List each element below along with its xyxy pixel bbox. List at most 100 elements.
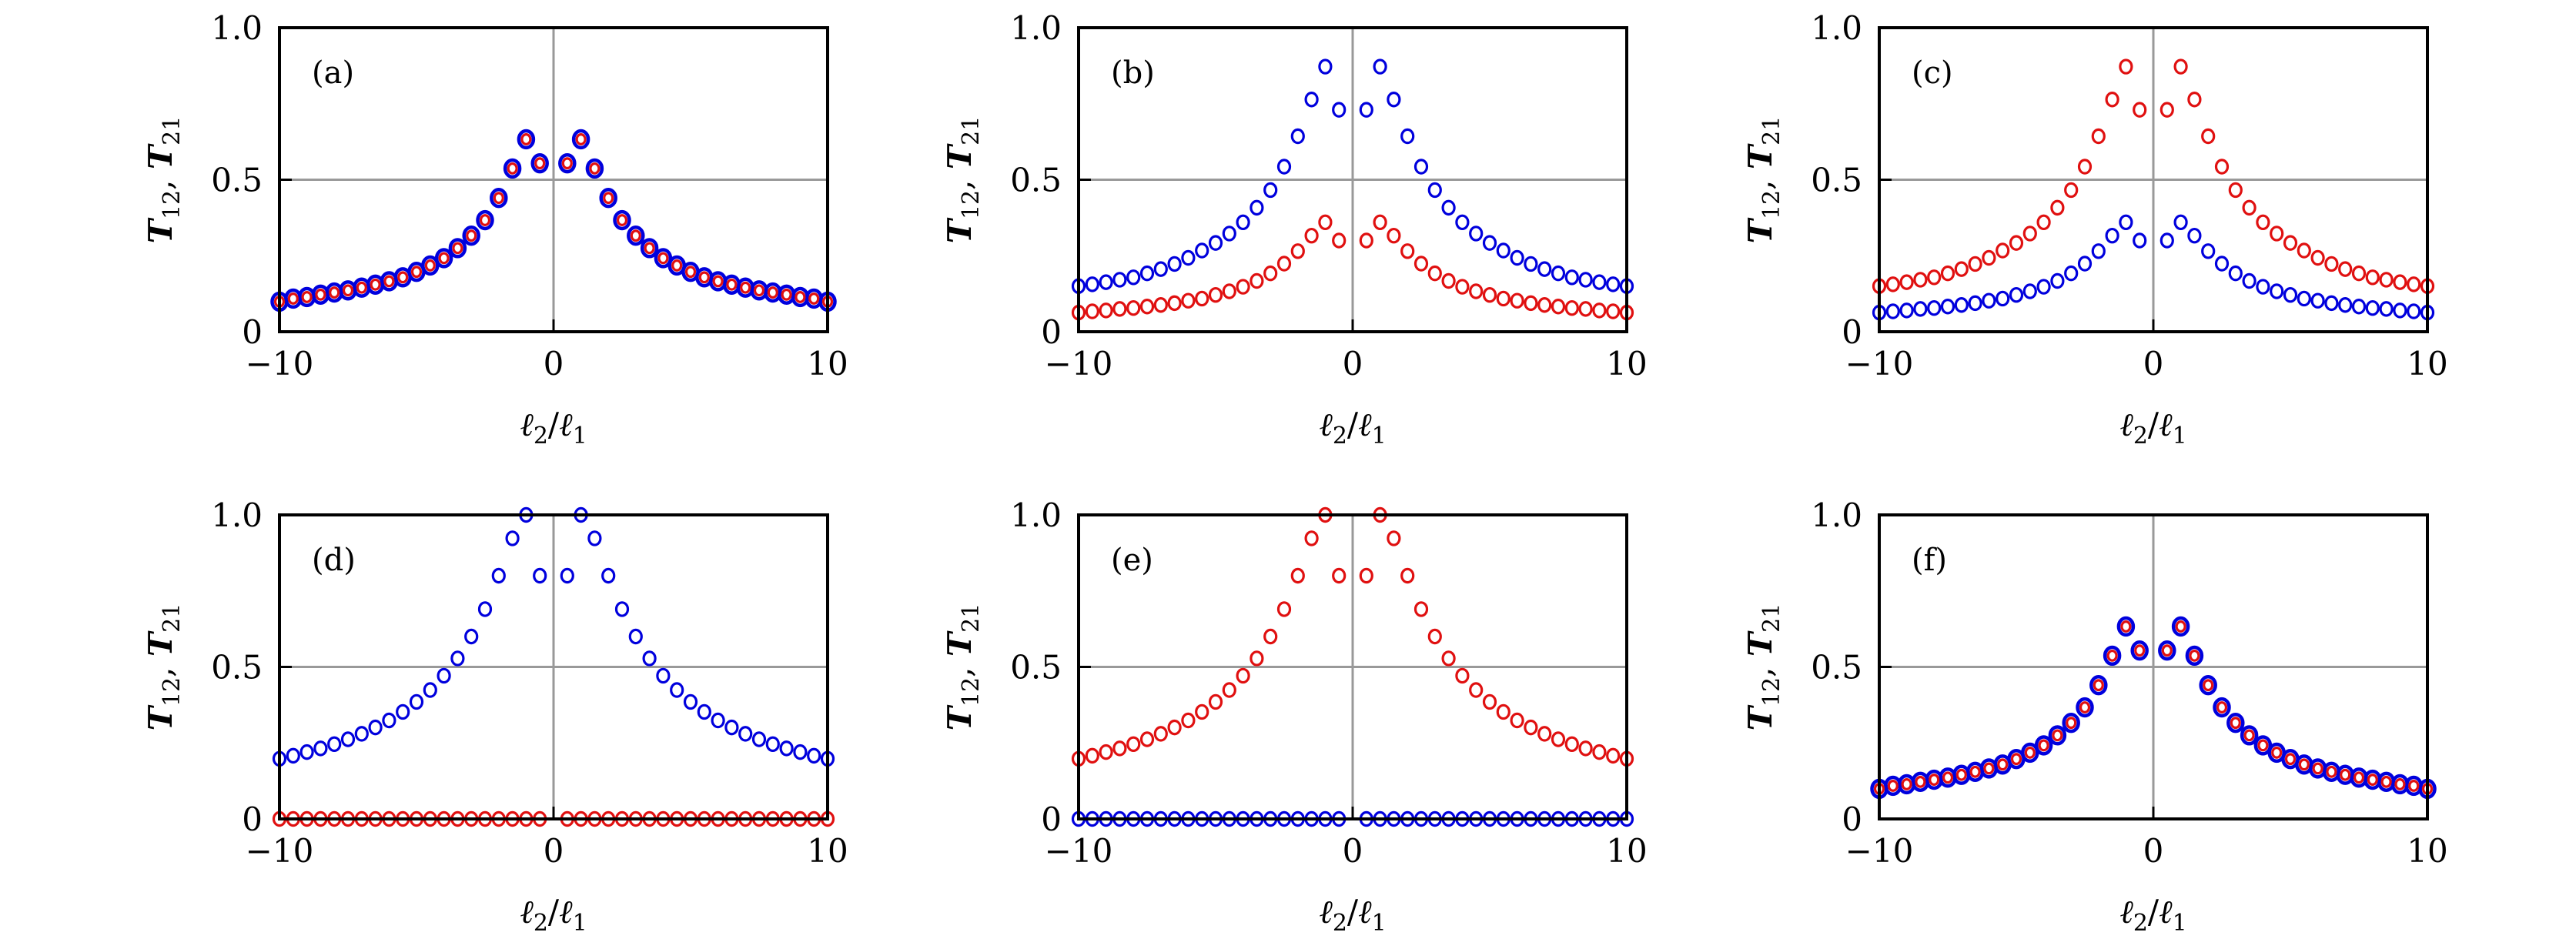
data-point [1482, 235, 1497, 251]
data-point [1112, 272, 1127, 288]
x-tick-label: 0 [544, 345, 564, 383]
data-point [1940, 265, 1955, 282]
data-point [1276, 601, 1292, 617]
data-point [2310, 249, 2325, 266]
data-point [2161, 644, 2173, 657]
data-point [2284, 753, 2297, 766]
data-point [2213, 697, 2231, 718]
y-tick-label: 0.5 [211, 649, 263, 687]
xlabel-part: ℓ [1319, 893, 1333, 931]
xlabel-part: / [1347, 406, 1359, 443]
data-point [1195, 290, 1209, 307]
data-point [793, 744, 808, 760]
xlabel-subscript: 1 [573, 910, 587, 937]
data-point [1915, 775, 1926, 788]
data-point [2271, 746, 2283, 759]
y-tick-label: 1.0 [211, 9, 263, 47]
data-point [1413, 256, 1429, 272]
data-point [1373, 58, 1387, 75]
series-blue [272, 506, 835, 767]
data-point [409, 693, 424, 710]
xlabel-part: ℓ [2119, 406, 2133, 443]
data-point [1099, 274, 1113, 290]
ylabel-part: , [142, 657, 179, 677]
data-point [589, 162, 601, 175]
data-point [2134, 644, 2146, 657]
data-point [1208, 693, 1223, 710]
data-point [2407, 303, 2421, 319]
data-point [1510, 249, 1524, 266]
data-point [2298, 758, 2310, 771]
data-point [2393, 274, 2407, 290]
data-point [627, 226, 645, 246]
data-point [2338, 297, 2353, 313]
data-point [1208, 235, 1223, 251]
y-tick-label: 0 [1842, 313, 1862, 351]
data-point [2116, 616, 2136, 637]
data-point [1250, 650, 1264, 667]
ylabel-part: T [1741, 217, 1779, 243]
data-point [613, 209, 631, 231]
data-point [329, 286, 340, 299]
xlabel-part: / [548, 406, 560, 443]
x-tick-label: 10 [2407, 832, 2447, 870]
data-point [1482, 286, 1497, 303]
data-point [423, 682, 437, 698]
data-point [2226, 713, 2245, 733]
data-point [1929, 774, 1940, 786]
data-point [2230, 717, 2241, 730]
data-point [1167, 295, 1182, 312]
data-point [462, 226, 480, 246]
x-axis-label: ℓ2/ℓ1 [1319, 893, 1386, 937]
y-tick-label: 0.5 [1010, 162, 1062, 199]
data-point [2009, 235, 2024, 251]
data-point [654, 248, 673, 269]
ylabel-part: T [1741, 143, 1779, 169]
data-point [1153, 726, 1168, 742]
x-tick-label: −10 [1845, 345, 1914, 383]
data-point [683, 693, 698, 710]
data-point [657, 252, 669, 265]
y-tick-label: 0 [1842, 800, 1862, 838]
xlabel-subscript: 1 [2173, 423, 2187, 449]
data-point [1427, 182, 1442, 199]
data-point [340, 731, 356, 747]
data-point [1927, 299, 1942, 316]
data-point [1578, 272, 1593, 288]
data-point [1592, 744, 1607, 760]
data-point [1236, 667, 1250, 684]
data-point [354, 726, 369, 742]
data-point [530, 152, 549, 174]
data-point [2159, 232, 2174, 249]
data-point [1400, 128, 1415, 145]
data-point [438, 252, 450, 265]
plot-frame [1878, 513, 2429, 820]
data-point [2021, 742, 2039, 764]
data-point [711, 712, 725, 729]
x-tick-label: 0 [1343, 832, 1363, 870]
plot-frame [278, 513, 829, 820]
y-tick-label: 0 [242, 800, 263, 838]
data-point [370, 278, 381, 291]
data-point [751, 731, 767, 747]
data-point [1537, 726, 1552, 742]
data-point [2076, 697, 2094, 718]
xlabel-part: ℓ [520, 893, 534, 931]
data-point [1955, 768, 1967, 781]
x-tick-label: 10 [2407, 345, 2447, 383]
xlabel-part: ℓ [520, 406, 534, 443]
data-point [493, 192, 504, 205]
y-axis-label: T12, T21 [941, 603, 985, 731]
data-point [479, 214, 491, 226]
data-point [1222, 682, 1236, 698]
ylabel-part: T [941, 143, 979, 169]
data-point [1524, 719, 1538, 736]
data-point [1126, 736, 1141, 753]
data-point [1332, 567, 1347, 584]
x-axis-label: ℓ2/ℓ1 [1319, 406, 1386, 449]
data-point [1940, 298, 1955, 315]
xlabel-part: / [548, 893, 560, 931]
data-point [1112, 740, 1127, 757]
data-point [1899, 274, 1914, 290]
